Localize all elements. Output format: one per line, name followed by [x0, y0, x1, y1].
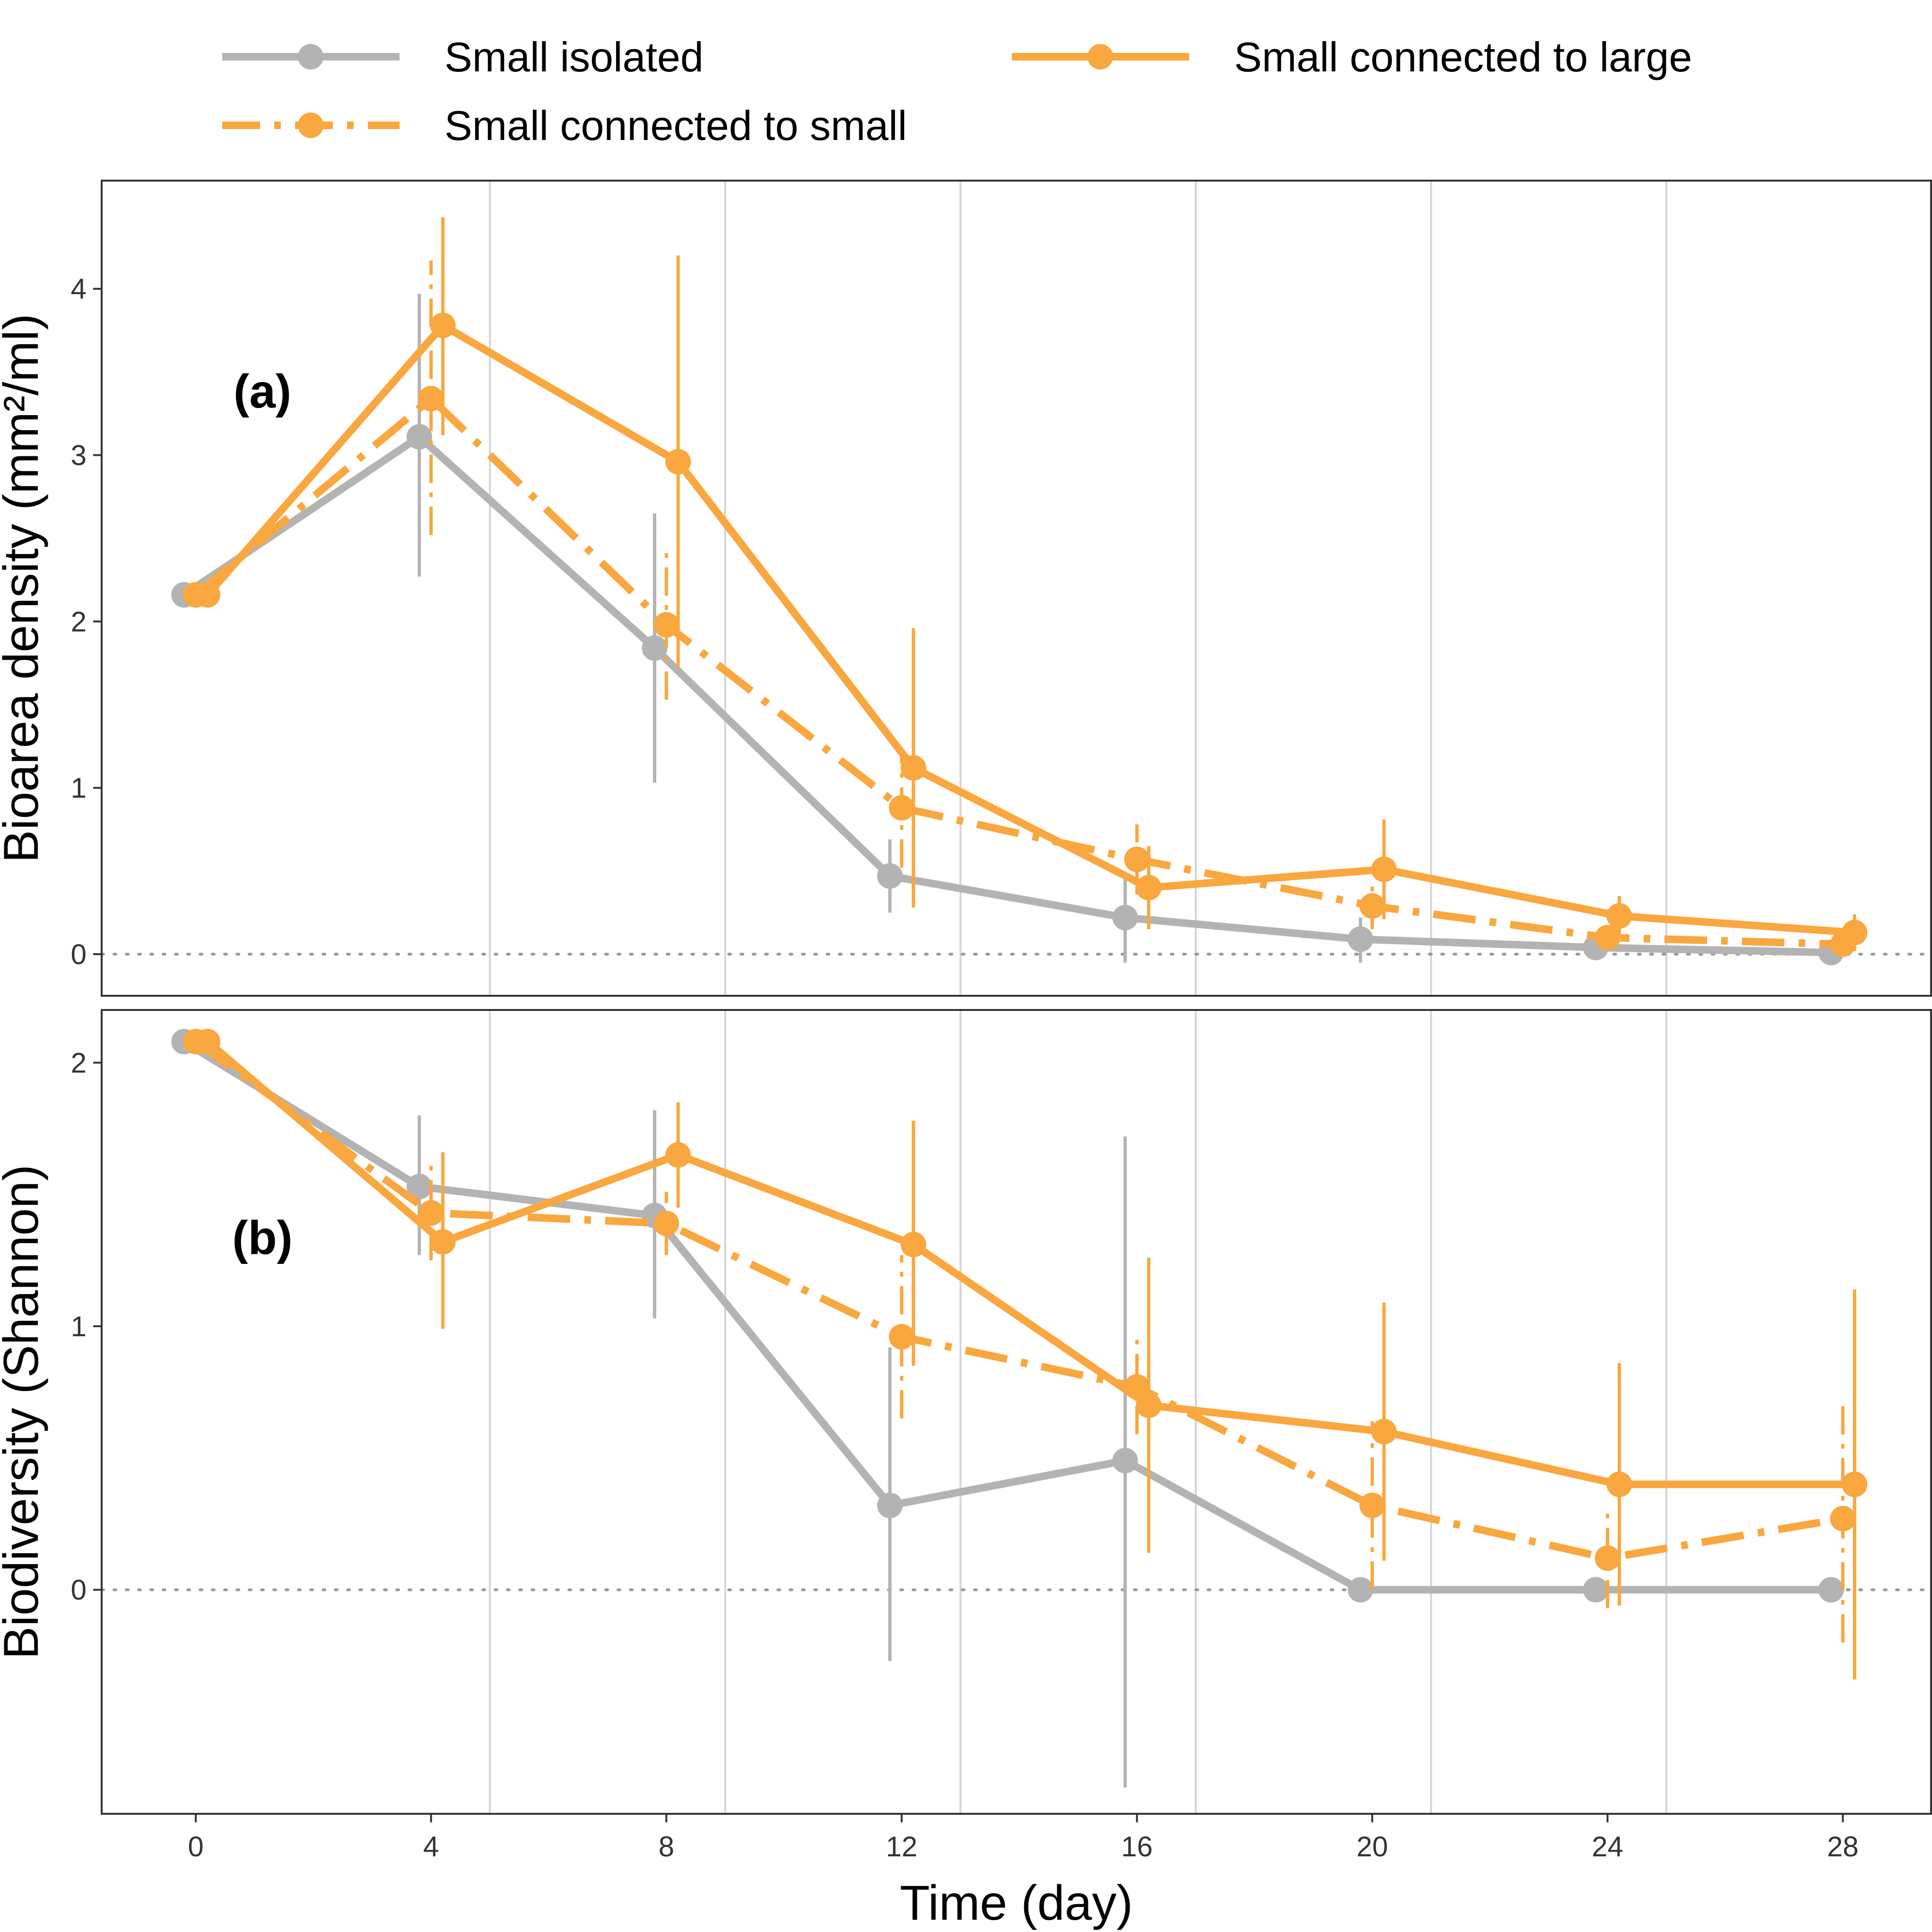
- legend-swatch-point: [298, 113, 323, 138]
- data-point: [665, 449, 691, 475]
- data-point: [1842, 1471, 1868, 1497]
- data-point: [1583, 1577, 1609, 1603]
- x-tick-label: 0: [188, 1831, 203, 1862]
- legend-label: Small connected to small: [444, 102, 907, 149]
- y-tick-label: 4: [71, 273, 87, 305]
- data-point: [1371, 1419, 1397, 1445]
- data-point: [888, 795, 914, 821]
- legend-swatch-point: [298, 44, 323, 70]
- data-point: [194, 582, 220, 608]
- x-tick-label: 28: [1827, 1831, 1859, 1862]
- panel-label: (a): [234, 365, 291, 418]
- panel-a: 0 1 2 3 4 Bioarea density (mm²/ml) (a): [0, 180, 1932, 997]
- data-point: [1112, 1448, 1138, 1474]
- series-line: [193, 1038, 1844, 1562]
- series-1: [183, 1028, 1856, 1643]
- data-point: [430, 1229, 456, 1255]
- series-2: [194, 1028, 1868, 1680]
- data-point: [877, 863, 903, 889]
- legend: Small isolated Small connected to small Sm…: [222, 34, 1692, 149]
- series-line: [205, 1038, 1855, 1488]
- data-point: [1606, 1471, 1632, 1497]
- data-point: [1348, 1577, 1374, 1603]
- y-axis-title: Biodiversity (Shannon): [0, 1165, 49, 1659]
- x-axis-title: Time (day): [900, 1876, 1133, 1931]
- y-tick-label: 0: [71, 939, 87, 970]
- y-tick-label: 0: [71, 1574, 87, 1606]
- series-line: [193, 394, 1843, 948]
- data-point: [653, 1210, 679, 1236]
- data-point: [1842, 920, 1868, 946]
- y-tick-label: 3: [71, 440, 87, 471]
- legend-label: Small isolated: [444, 34, 704, 80]
- x-tick-label: 4: [423, 1831, 439, 1862]
- data-point: [418, 1200, 444, 1226]
- data-point: [900, 755, 926, 781]
- data-point: [665, 1142, 691, 1168]
- data-point: [642, 635, 668, 661]
- x-tick-label: 8: [659, 1831, 674, 1862]
- x-tick-label: 12: [886, 1831, 918, 1862]
- data-point: [888, 1324, 914, 1350]
- data-point: [430, 313, 456, 339]
- data-point: [418, 385, 444, 411]
- series-2: [194, 217, 1868, 951]
- x-axis: 0 4 8 12 16 20 24 28: [188, 1814, 1859, 1862]
- legend-entry: Small connected to large: [1012, 34, 1692, 80]
- data-point: [877, 1492, 903, 1518]
- series-0: [171, 1028, 1844, 1788]
- x-tick-label: 16: [1121, 1831, 1153, 1862]
- data-point: [900, 1232, 926, 1258]
- legend-entry: Small isolated: [222, 34, 704, 80]
- data-point: [1348, 926, 1374, 952]
- data-point: [1818, 1577, 1844, 1603]
- y-tick-label: 1: [71, 1311, 87, 1342]
- panel-border: [101, 1009, 1932, 1815]
- data-point: [1136, 1392, 1162, 1419]
- y-axis-title: Bioarea density (mm²/ml): [0, 313, 49, 863]
- series-line: [204, 322, 1855, 937]
- data-point: [406, 1174, 432, 1200]
- x-tick-label: 20: [1357, 1831, 1388, 1862]
- data-point: [1112, 905, 1138, 931]
- data-point: [406, 424, 432, 450]
- panel-b: 0 1 2 Biodiversity (Shannon) (b): [0, 1009, 1932, 1815]
- data-point: [1359, 1492, 1385, 1518]
- legend-entry: Small connected to small: [222, 102, 907, 149]
- x-tick-label: 24: [1592, 1831, 1623, 1862]
- panel-border: [101, 180, 1932, 997]
- series-line: [182, 433, 1831, 957]
- panel-label: (b): [232, 1211, 293, 1264]
- data-point: [1606, 903, 1632, 929]
- y-tick-label: 2: [71, 606, 87, 637]
- y-tick-label: 1: [71, 772, 87, 804]
- data-point: [1359, 893, 1385, 919]
- series-line: [182, 1038, 1831, 1594]
- series-1: [183, 260, 1856, 957]
- data-point: [1830, 1506, 1856, 1532]
- legend-swatch-point: [1088, 44, 1113, 70]
- data-point: [1124, 846, 1150, 872]
- data-point: [1594, 1545, 1620, 1571]
- data-point: [653, 612, 679, 638]
- data-point: [1136, 875, 1162, 901]
- legend-label: Small connected to large: [1234, 34, 1692, 80]
- data-point: [194, 1028, 220, 1054]
- data-point: [1594, 924, 1620, 950]
- data-point: [1371, 856, 1397, 882]
- y-tick-label: 2: [71, 1047, 87, 1079]
